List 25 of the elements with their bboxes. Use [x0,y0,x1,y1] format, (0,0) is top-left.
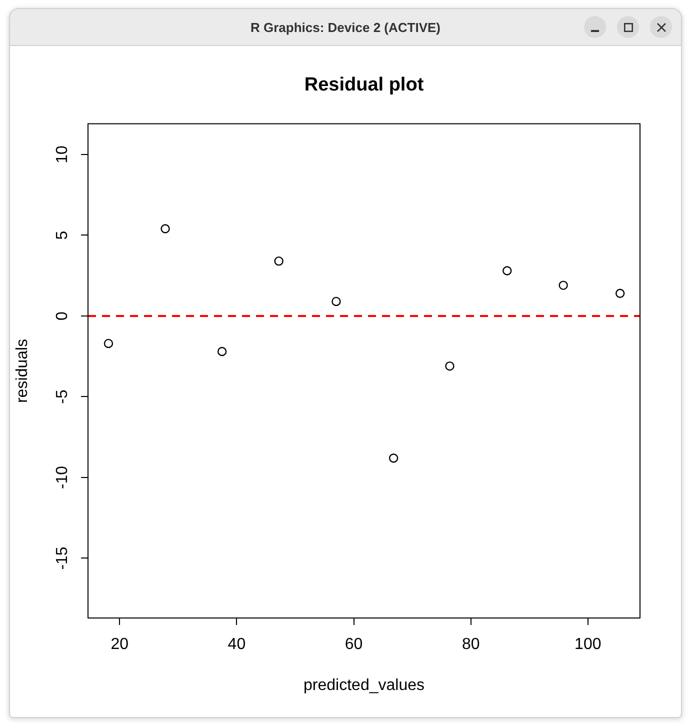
point [388,454,398,463]
x-tick-label: 60 [344,636,363,654]
x-tick-label: 100 [574,636,602,654]
point [502,266,512,276]
point [217,346,227,356]
y-tick-label: -10 [54,466,71,490]
y-tick-label: -15 [54,546,71,570]
chart-title: Residual plot [304,74,424,96]
y-tick-label: 0 [54,311,71,320]
y-axis-title: residuals [14,338,32,403]
x-tick-label: 20 [110,636,129,654]
point [445,361,454,371]
y-tick-label: 10 [54,145,71,164]
point [104,338,114,348]
x-axis-title: predicted_values [304,676,424,694]
y-tick-label: 5 [54,230,71,240]
x-tick-label: 80 [462,636,480,654]
point [274,256,284,266]
point [160,224,170,234]
point [615,288,625,298]
x-tick-label: 40 [228,636,246,654]
y-tick-label: -5 [54,390,71,404]
point [558,280,568,290]
text: R Graphics: Device 2 (ACTIVE) [250,20,440,34]
point [332,296,341,306]
